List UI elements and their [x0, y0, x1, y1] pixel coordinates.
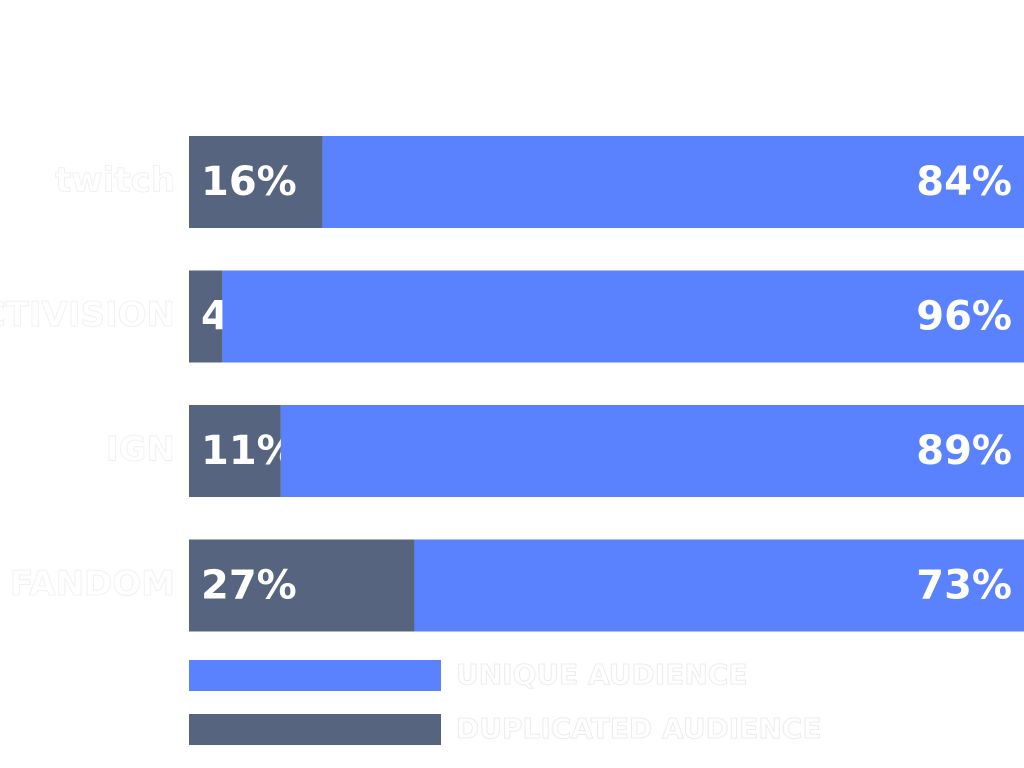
value-label: 84%	[916, 159, 1012, 205]
value-label: 96%	[916, 294, 1012, 340]
bar-segment	[189, 405, 281, 497]
value-label: 73%	[916, 563, 1012, 609]
category-label: twitch	[55, 161, 175, 201]
category-label: IGN	[106, 430, 175, 470]
value-label: 27%	[201, 563, 297, 609]
bar-segment	[189, 136, 323, 228]
bar-segment	[222, 270, 1024, 363]
bar-segment	[189, 270, 223, 363]
legend-label: UNIQUE AUDIENCE	[456, 658, 747, 691]
category-label: FANDOM	[10, 564, 175, 604]
bar-segment	[189, 539, 415, 632]
value-label: 16%	[201, 159, 297, 205]
bar-segment	[280, 405, 1024, 497]
value-label: 89%	[916, 428, 1012, 474]
legend-swatch	[189, 714, 441, 745]
bar-segment	[322, 136, 1024, 228]
category-label: ACTIVISION	[0, 295, 175, 335]
legend-label: DUPLICATED AUDIENCE	[456, 712, 821, 745]
value-label: 11%	[201, 428, 297, 474]
bar-segment	[414, 539, 1024, 632]
legend-swatch	[189, 660, 441, 691]
